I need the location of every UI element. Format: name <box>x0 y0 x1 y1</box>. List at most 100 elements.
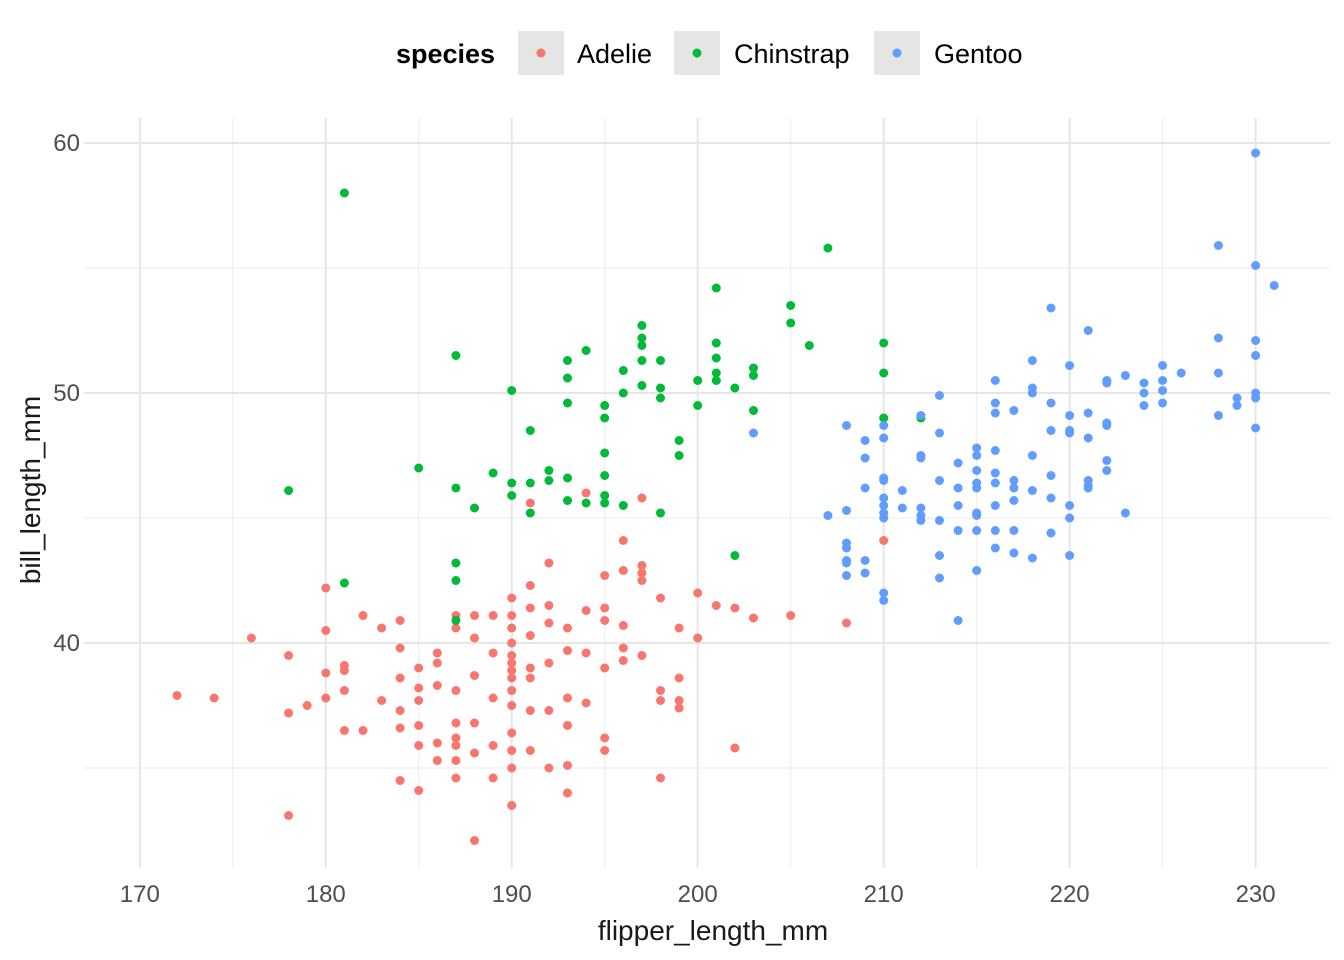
data-point-adelie <box>377 623 387 633</box>
data-point-chinstrap <box>525 478 535 488</box>
data-point-chinstrap <box>711 283 721 293</box>
data-point-chinstrap <box>749 406 758 415</box>
data-point-gentoo <box>953 483 963 493</box>
data-point-chinstrap <box>674 436 684 445</box>
y-axis-tick-labels: 40 50 60 <box>53 130 80 657</box>
data-point-gentoo <box>1009 406 1019 415</box>
data-point-adelie <box>618 656 628 665</box>
data-point-gentoo <box>1102 456 1112 465</box>
data-point-chinstrap <box>488 468 498 478</box>
data-point-adelie <box>674 703 684 713</box>
data-point-adelie <box>488 741 498 750</box>
data-point-chinstrap <box>711 376 721 385</box>
data-point-adelie <box>246 633 256 643</box>
data-point-adelie <box>488 773 498 783</box>
data-point-adelie <box>377 696 387 705</box>
data-point-adelie <box>470 748 479 758</box>
y-tick-label: 60 <box>53 130 80 157</box>
data-point-gentoo <box>1102 466 1112 475</box>
data-point-gentoo <box>972 443 982 453</box>
data-point-adelie <box>339 666 349 675</box>
data-point-chinstrap <box>879 413 889 423</box>
data-point-adelie <box>525 631 535 640</box>
data-point-adelie <box>414 683 424 693</box>
data-point-adelie <box>432 681 442 690</box>
data-point-adelie <box>656 686 665 695</box>
data-point-adelie <box>637 561 647 570</box>
data-point-adelie <box>488 648 498 658</box>
data-point-gentoo <box>1083 433 1093 443</box>
data-point-adelie <box>525 663 535 673</box>
data-point-gentoo <box>1213 368 1223 378</box>
data-point-adelie <box>395 616 405 625</box>
data-point-gentoo <box>1065 361 1075 370</box>
data-point-gentoo <box>897 486 907 495</box>
data-point-adelie <box>730 603 740 613</box>
data-point-adelie <box>525 673 535 683</box>
data-point-adelie <box>470 718 479 728</box>
data-point-gentoo <box>935 428 944 438</box>
data-point-gentoo <box>879 513 889 523</box>
data-point-gentoo <box>990 376 1000 385</box>
data-point-adelie <box>470 671 479 680</box>
data-point-chinstrap <box>637 356 647 365</box>
data-point-chinstrap <box>693 401 703 410</box>
data-point-gentoo <box>935 516 944 525</box>
data-point-adelie <box>563 788 572 798</box>
data-point-adelie <box>544 618 554 628</box>
data-point-gentoo <box>990 398 1000 408</box>
data-point-gentoo <box>953 458 963 468</box>
data-point-adelie <box>432 648 442 658</box>
data-point-gentoo <box>1139 378 1149 388</box>
data-point-adelie <box>451 756 461 765</box>
data-point-chinstrap <box>600 498 610 508</box>
data-point-gentoo <box>1176 368 1186 378</box>
data-point-adelie <box>786 611 796 620</box>
data-point-chinstrap <box>600 491 610 500</box>
data-point-gentoo <box>879 493 889 503</box>
legend-marker-gentoo <box>892 48 902 58</box>
data-point-adelie <box>507 673 517 683</box>
data-point-adelie <box>321 583 331 593</box>
data-point-gentoo <box>1251 351 1261 360</box>
legend-marker-adelie <box>536 48 546 58</box>
data-point-adelie <box>730 743 740 753</box>
data-point-gentoo <box>1158 386 1168 395</box>
data-point-chinstrap <box>600 401 610 410</box>
data-point-chinstrap <box>674 451 684 460</box>
data-point-adelie <box>600 616 610 625</box>
data-point-adelie <box>451 773 461 783</box>
data-point-chinstrap <box>618 501 628 510</box>
data-point-chinstrap <box>470 503 479 513</box>
data-point-gentoo <box>1046 303 1056 313</box>
data-point-gentoo <box>860 483 870 493</box>
data-point-gentoo <box>1120 371 1130 380</box>
data-point-adelie <box>507 746 517 755</box>
data-point-gentoo <box>1269 281 1279 290</box>
data-point-chinstrap <box>451 558 461 568</box>
data-point-gentoo <box>1251 336 1261 345</box>
data-point-chinstrap <box>618 388 628 398</box>
data-point-gentoo <box>1158 398 1168 408</box>
data-point-gentoo <box>972 451 982 460</box>
data-point-gentoo <box>1009 496 1019 505</box>
data-point-gentoo <box>1065 551 1075 560</box>
data-point-gentoo <box>1065 428 1075 438</box>
legend-label-adelie: Adelie <box>577 39 652 69</box>
data-point-chinstrap <box>804 341 814 350</box>
data-point-adelie <box>656 696 665 705</box>
data-points <box>172 148 1279 845</box>
data-point-gentoo <box>879 433 889 443</box>
data-point-gentoo <box>823 511 833 520</box>
data-point-gentoo <box>1027 486 1037 495</box>
legend-label-chinstrap: Chinstrap <box>734 39 850 69</box>
data-point-gentoo <box>1102 378 1112 388</box>
data-point-gentoo <box>990 408 1000 418</box>
data-point-chinstrap <box>525 508 535 518</box>
data-point-chinstrap <box>656 393 665 403</box>
data-point-gentoo <box>1232 393 1242 403</box>
data-point-chinstrap <box>786 318 796 328</box>
data-point-adelie <box>563 721 572 730</box>
data-point-adelie <box>842 618 851 628</box>
